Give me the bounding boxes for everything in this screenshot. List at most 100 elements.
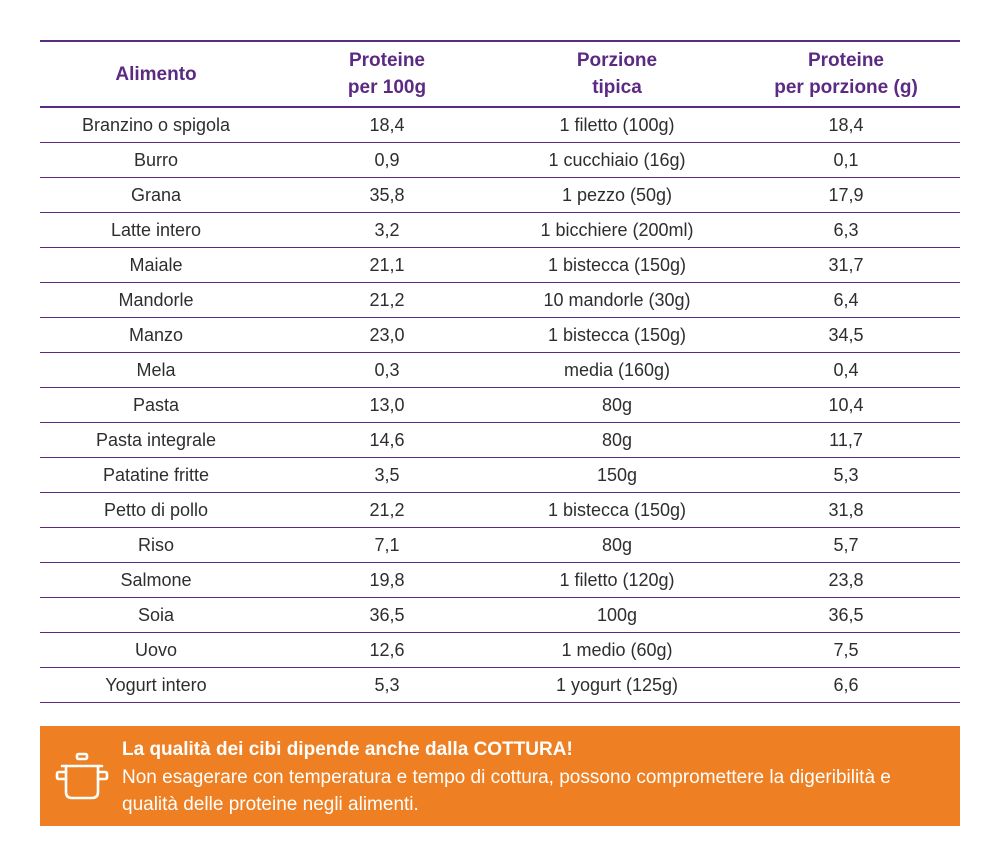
cell-proteine-porzione: 5,7 — [732, 527, 960, 563]
cell-proteine-porzione: 0,4 — [732, 352, 960, 388]
cell-proteine-porzione: 6,6 — [732, 667, 960, 703]
cell-proteine-100g: 0,9 — [272, 142, 502, 178]
cell-proteine-100g: 3,5 — [272, 457, 502, 493]
table-row: Salmone 19,8 1 filetto (120g) 23,8 — [40, 562, 960, 598]
header-proteine-per-porzione-line-2: per porzione (g) — [774, 77, 918, 98]
cell-proteine-100g: 0,3 — [272, 352, 502, 388]
table-row: Riso 7,1 80g 5,7 — [40, 527, 960, 563]
cell-porzione: 1 medio (60g) — [502, 632, 732, 668]
cell-alimento: Yogurt intero — [40, 667, 272, 703]
cell-porzione: 1 yogurt (125g) — [502, 667, 732, 703]
cell-proteine-100g: 23,0 — [272, 317, 502, 353]
cell-porzione: 10 mandorle (30g) — [502, 282, 732, 318]
table-row: Patatine fritte 3,5 150g 5,3 — [40, 457, 960, 493]
cell-porzione: 80g — [502, 422, 732, 458]
table-row: Yogurt intero 5,3 1 yogurt (125g) 6,6 — [40, 667, 960, 703]
cell-alimento: Grana — [40, 177, 272, 213]
cell-proteine-porzione: 17,9 — [732, 177, 960, 213]
cell-proteine-100g: 14,6 — [272, 422, 502, 458]
header-row: Alimento Proteine per 100g Porzione tipi… — [40, 40, 960, 108]
cell-porzione: 1 filetto (120g) — [502, 562, 732, 598]
table-row: Maiale 21,1 1 bistecca (150g) 31,7 — [40, 247, 960, 283]
cell-porzione: 1 bistecca (150g) — [502, 492, 732, 528]
cell-porzione: 1 bistecca (150g) — [502, 247, 732, 283]
table-row: Pasta 13,0 80g 10,4 — [40, 387, 960, 423]
cell-porzione: 100g — [502, 597, 732, 633]
cell-proteine-porzione: 23,8 — [732, 562, 960, 598]
cell-proteine-porzione: 31,7 — [732, 247, 960, 283]
cell-alimento: Manzo — [40, 317, 272, 353]
cell-porzione: 1 bistecca (150g) — [502, 317, 732, 353]
table-body: Branzino o spigola 18,4 1 filetto (100g) 18… — [40, 107, 960, 703]
cell-proteine-100g: 5,3 — [272, 667, 502, 703]
protein-table-container: Alimento Proteine per 100g Porzione tipi… — [40, 40, 960, 703]
cooking-tip-title: La qualità dei cibi dipende anche dalla … — [122, 739, 573, 760]
table-row: Manzo 23,0 1 bistecca (150g) 34,5 — [40, 317, 960, 353]
header-porzione-tipica-line-2: tipica — [592, 77, 642, 98]
cell-alimento: Salmone — [40, 562, 272, 598]
cell-proteine-porzione: 5,3 — [732, 457, 960, 493]
cell-proteine-porzione: 36,5 — [732, 597, 960, 633]
cell-porzione: 1 filetto (100g) — [502, 107, 732, 143]
table-row: Mela 0,3 media (160g) 0,4 — [40, 352, 960, 388]
cell-porzione: 80g — [502, 387, 732, 423]
header-proteine-per-100g-line-2: per 100g — [347, 77, 427, 98]
cell-proteine-porzione: 0,1 — [732, 142, 960, 178]
cell-proteine-100g: 7,1 — [272, 527, 502, 563]
header-proteine-per-porzione: Proteine per porzione (g) — [732, 40, 960, 108]
table-row: Grana 35,8 1 pezzo (50g) 17,9 — [40, 177, 960, 213]
cell-porzione: 1 pezzo (50g) — [502, 177, 732, 213]
cell-proteine-100g: 18,4 — [272, 107, 502, 143]
cell-porzione: 1 bicchiere (200ml) — [502, 212, 732, 248]
cell-proteine-porzione: 7,5 — [732, 632, 960, 668]
cell-alimento: Maiale — [40, 247, 272, 283]
cell-alimento: Soia — [40, 597, 272, 633]
cell-proteine-100g: 21,2 — [272, 282, 502, 318]
cooking-tip-body: Non esagerare con temperatura e tempo di… — [122, 767, 891, 815]
cell-porzione: 150g — [502, 457, 732, 493]
table-row: Mandorle 21,2 10 mandorle (30g) 6,4 — [40, 282, 960, 318]
cell-alimento: Mandorle — [40, 282, 272, 318]
cell-proteine-100g: 3,2 — [272, 212, 502, 248]
cell-porzione: 1 cucchiaio (16g) — [502, 142, 732, 178]
cell-proteine-porzione: 6,4 — [732, 282, 960, 318]
protein-table: Alimento Proteine per 100g Porzione tipi… — [40, 40, 960, 703]
table-row: Branzino o spigola 18,4 1 filetto (100g) 18… — [40, 107, 960, 143]
table-row: Uovo 12,6 1 medio (60g) 7,5 — [40, 632, 960, 668]
cell-proteine-porzione: 18,4 — [732, 107, 960, 143]
cell-alimento: Latte intero — [40, 212, 272, 248]
cell-alimento: Burro — [40, 142, 272, 178]
cell-alimento: Mela — [40, 352, 272, 388]
cell-proteine-porzione: 11,7 — [732, 422, 960, 458]
cell-proteine-porzione: 31,8 — [732, 492, 960, 528]
cell-proteine-100g: 35,8 — [272, 177, 502, 213]
cell-porzione: media (160g) — [502, 352, 732, 388]
cell-porzione: 80g — [502, 527, 732, 563]
cell-proteine-porzione: 10,4 — [732, 387, 960, 423]
cell-alimento: Riso — [40, 527, 272, 563]
table-row: Soia 36,5 100g 36,5 — [40, 597, 960, 633]
cell-alimento: Petto di pollo — [40, 492, 272, 528]
cell-proteine-100g: 21,2 — [272, 492, 502, 528]
table-row: Pasta integrale 14,6 80g 11,7 — [40, 422, 960, 458]
cell-proteine-100g: 19,8 — [272, 562, 502, 598]
header-proteine-per-100g: Proteine per 100g — [272, 40, 502, 108]
cell-proteine-100g: 21,1 — [272, 247, 502, 283]
header-alimento-line-1: Alimento — [115, 63, 197, 85]
header-porzione-tipica: Porzione tipica — [502, 40, 732, 108]
table-row: Latte intero 3,2 1 bicchiere (200ml) 6,3 — [40, 212, 960, 248]
cell-proteine-porzione: 6,3 — [732, 212, 960, 248]
header-proteine-per-100g-line-1: Proteine — [348, 50, 426, 71]
cell-alimento: Pasta — [40, 387, 272, 423]
header-porzione-tipica-line-1: Porzione — [576, 50, 658, 71]
cell-alimento: Uovo — [40, 632, 272, 668]
header-alimento: Alimento — [40, 40, 272, 108]
cell-alimento: Pasta integrale — [40, 422, 272, 458]
cell-proteine-porzione: 34,5 — [732, 317, 960, 353]
header-proteine-per-porzione-line-1: Proteine — [807, 50, 885, 71]
cooking-pot-icon — [55, 752, 109, 800]
cell-proteine-100g: 12,6 — [272, 632, 502, 668]
cell-alimento: Patatine fritte — [40, 457, 272, 493]
table-row: Petto di pollo 21,2 1 bistecca (150g) 31,8 — [40, 492, 960, 528]
cell-proteine-100g: 36,5 — [272, 597, 502, 633]
